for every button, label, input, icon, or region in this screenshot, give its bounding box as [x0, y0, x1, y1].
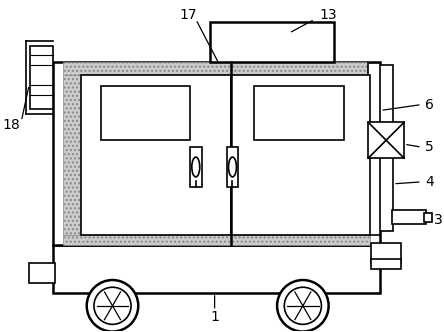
Bar: [63, 75, 81, 235]
Bar: [424, 212, 432, 221]
Bar: [53, 62, 380, 245]
Circle shape: [284, 287, 321, 324]
Text: 5: 5: [425, 140, 434, 154]
Bar: [392, 209, 426, 224]
Text: 18: 18: [3, 118, 20, 132]
Bar: [231, 75, 370, 235]
Bar: [210, 22, 333, 62]
Text: 4: 4: [425, 175, 434, 189]
Bar: [371, 243, 401, 263]
Bar: [63, 235, 370, 245]
Text: 3: 3: [434, 212, 443, 226]
Bar: [371, 259, 401, 269]
Bar: [254, 86, 344, 140]
Bar: [53, 245, 380, 293]
Circle shape: [277, 280, 329, 332]
Bar: [81, 75, 231, 235]
Circle shape: [87, 280, 138, 332]
Text: 13: 13: [320, 8, 337, 22]
Ellipse shape: [192, 157, 200, 177]
Bar: [226, 147, 238, 187]
Text: 6: 6: [425, 98, 434, 112]
Bar: [101, 86, 190, 140]
Bar: [368, 63, 380, 235]
Bar: [353, 75, 370, 235]
Circle shape: [94, 287, 131, 324]
Bar: [63, 62, 370, 75]
Text: 1: 1: [210, 310, 219, 324]
Bar: [29, 263, 55, 283]
Bar: [379, 65, 393, 231]
Text: 17: 17: [179, 8, 197, 22]
Bar: [368, 123, 404, 158]
Ellipse shape: [229, 157, 236, 177]
Bar: [30, 46, 53, 110]
Bar: [190, 147, 202, 187]
